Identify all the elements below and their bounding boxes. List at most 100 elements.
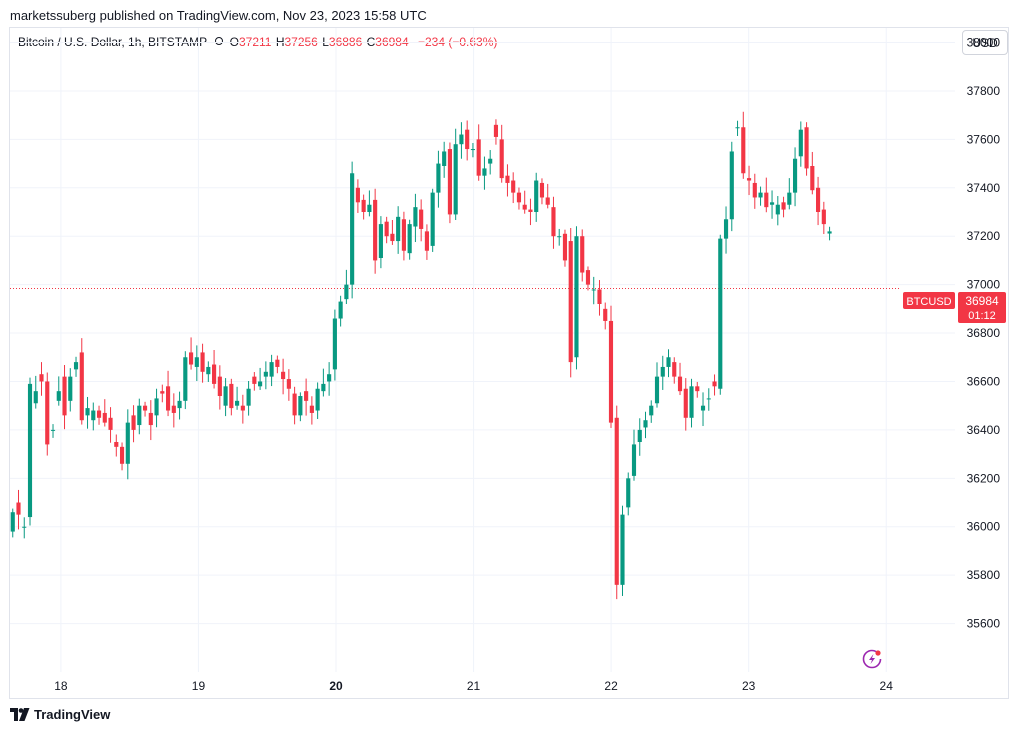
candle-body [114, 442, 119, 447]
candle-body [91, 410, 96, 421]
candle-body [183, 357, 188, 401]
candle-body [50, 429, 56, 431]
candle-body [580, 236, 585, 273]
candle-body [723, 219, 729, 239]
candle-body [252, 376, 257, 384]
candle-body [614, 417, 619, 585]
x-tick-label: 24 [880, 679, 894, 693]
candle-body [603, 308, 608, 321]
candle-body [131, 415, 136, 430]
candle-body [160, 391, 165, 394]
candle-body [522, 204, 527, 210]
candle-body [781, 202, 786, 210]
candle-body [419, 209, 424, 229]
candle-body [217, 376, 222, 396]
candle-body [476, 139, 481, 176]
candle-body [534, 180, 539, 212]
candle-body [798, 129, 803, 157]
candle-body [735, 127, 740, 129]
candle-body [68, 376, 73, 401]
candle-body [712, 381, 717, 387]
candle-body [442, 151, 447, 166]
candle-body [430, 192, 435, 246]
candle-body [304, 391, 309, 401]
candle-body [275, 359, 280, 367]
candle-body [660, 366, 665, 377]
candle-body [332, 318, 337, 370]
candle-body [488, 158, 493, 164]
candle-body [654, 376, 660, 404]
candle-body [499, 139, 504, 179]
price-tag-price: 36984 [965, 294, 999, 308]
candle-body [258, 381, 263, 387]
candle-body [39, 374, 44, 382]
candle-body [700, 405, 706, 411]
candle-body [73, 362, 79, 370]
candle-body [235, 400, 240, 406]
candle-body [212, 364, 217, 384]
low-label: L [322, 35, 329, 49]
candle-body [453, 144, 458, 215]
chart-legend: Bitcoin / U.S. Dollar, 1h, BITSTAMP O372… [18, 35, 497, 49]
candle-body [240, 405, 245, 411]
open-label: O [229, 35, 239, 49]
candle-body [470, 149, 476, 151]
candle-body [787, 192, 792, 205]
candle-body [585, 270, 591, 285]
candle-body [45, 381, 50, 445]
candle-body [125, 422, 130, 464]
y-tick-label: 35600 [967, 617, 1001, 631]
candle-body [597, 289, 602, 304]
tradingview-logo-icon [10, 708, 30, 721]
candle-body [758, 192, 763, 198]
x-tick-label: 18 [54, 679, 68, 693]
candle-body [810, 166, 815, 191]
candle-body [56, 391, 61, 401]
candle-body [108, 417, 113, 430]
candle-body [384, 221, 389, 237]
candle-body [286, 379, 291, 389]
candle-body [482, 168, 487, 176]
candle-body [706, 398, 711, 400]
y-tick-label: 37800 [967, 84, 1001, 98]
high-label: H [275, 35, 285, 49]
y-tick-label: 36200 [967, 471, 1001, 485]
candle-body [338, 301, 343, 319]
candle-body [142, 405, 148, 411]
y-tick-label: 37200 [967, 229, 1001, 243]
candle-body [746, 178, 752, 181]
candle-body [378, 224, 383, 258]
x-tick-label: 21 [467, 679, 481, 693]
candle-body [626, 478, 631, 508]
candle-body [189, 352, 194, 365]
currency-button[interactable]: USD [962, 30, 1008, 55]
candle-body [62, 376, 67, 416]
y-tick-label: 35800 [967, 568, 1001, 582]
candle-body [815, 187, 821, 212]
candle-body [298, 396, 303, 416]
price-tag-value-bg [958, 292, 1006, 323]
candle-body [574, 236, 579, 358]
candle-body [539, 182, 545, 198]
price-tag: BTCUSD 36984 01:12 [903, 292, 1006, 323]
candle-body [281, 371, 286, 380]
candle-body [804, 127, 809, 169]
candle-body [96, 410, 102, 418]
market-status-icon [215, 37, 224, 45]
candle-body [79, 352, 84, 421]
candle-body [551, 207, 556, 237]
candle-body [344, 284, 349, 300]
candle-body [620, 514, 625, 585]
candle-body [390, 233, 395, 242]
flash-icon[interactable] [862, 649, 882, 669]
candle-body [666, 357, 671, 367]
candle-body [327, 374, 332, 382]
candle-body [223, 386, 228, 406]
tradingview-logo[interactable]: TradingView [10, 707, 110, 722]
candle-body [649, 405, 654, 416]
candle-body [752, 182, 757, 198]
price-tag-symbol: BTCUSD [906, 296, 951, 308]
candle-body [407, 224, 412, 254]
candle-body [792, 158, 798, 193]
